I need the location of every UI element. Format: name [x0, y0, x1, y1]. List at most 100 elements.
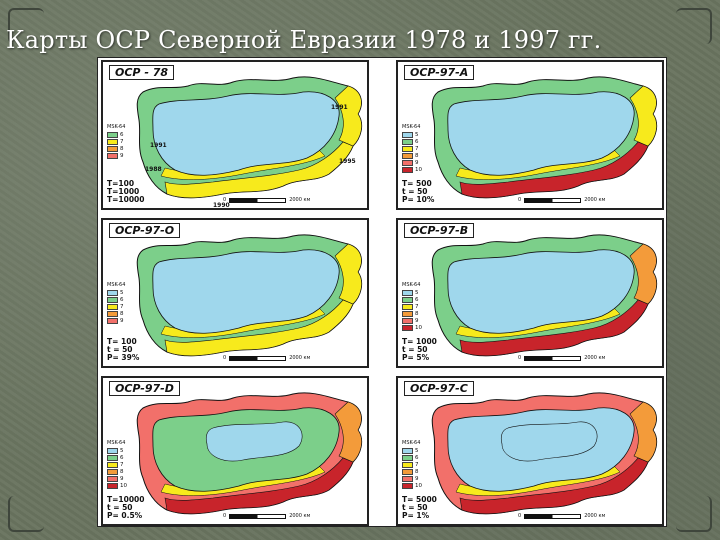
legend-swatch [402, 324, 413, 331]
legend-swatch [402, 166, 413, 173]
legend-row: 6 [402, 454, 428, 461]
legend-swatch [107, 131, 118, 138]
legend-row: 5 [107, 447, 133, 454]
legend-title: MSK-64 [402, 440, 421, 446]
legend-label: 6 [120, 131, 124, 138]
scale-bar: 0 2000 км [518, 355, 605, 361]
legend-row: 7 [402, 461, 428, 468]
legend-row: 5 [402, 289, 428, 296]
legend-label: 5 [415, 447, 419, 454]
legend-row: 10 [402, 324, 428, 331]
recurrence-params: T= 5000 t = 50 P= 1% [402, 496, 437, 520]
recurrence-params: T=100 T=1000 T=10000 [107, 180, 145, 204]
legend-label: 10 [415, 324, 422, 331]
legend-swatch [402, 482, 413, 489]
legend-row: 8 [107, 145, 133, 152]
intensity-legend: MSK-64 5 6 7 8 9 [107, 282, 133, 324]
legend-row: 6 [107, 131, 133, 138]
legend-swatch [107, 475, 118, 482]
legend-label: 8 [415, 152, 419, 159]
legend-swatch [107, 461, 118, 468]
earthquake-year-label: 1995 [339, 158, 356, 165]
recurrence-params: T= 100 t = 50 P= 39% [107, 338, 139, 362]
legend-swatch [107, 138, 118, 145]
legend-row: 8 [107, 468, 133, 475]
scale-bar: 0 2000 км [518, 513, 605, 519]
scale-bar: 0 2000 км [223, 513, 310, 519]
legend-swatch [107, 145, 118, 152]
legend-row: 6 [402, 138, 428, 145]
scale-bar: 0 2000 км [518, 197, 605, 203]
scale-graphic [229, 198, 287, 203]
legend-label: 5 [415, 131, 419, 138]
scale-end: 2000 км [289, 355, 311, 361]
legend-swatch [107, 468, 118, 475]
legend-row: 5 [402, 131, 428, 138]
legend-row: 8 [402, 310, 428, 317]
map-panel-ocp-97-a: OCP-97-A MSK-64 5 6 7 8 9 10 T= 500 t = 50 P= 10% 0… [396, 60, 664, 210]
scale-graphic [229, 514, 287, 519]
legend-label: 8 [120, 468, 124, 475]
param-line: T=100 [107, 179, 135, 188]
intensity-legend: MSK-64 5 6 7 8 9 10 [402, 124, 428, 173]
legend-swatch [402, 468, 413, 475]
seismic-zoning-map [136, 392, 363, 515]
legend-swatch [402, 152, 413, 159]
legend-label: 9 [120, 317, 124, 324]
map-panel-ocp-97-c: OCP-97-C MSK-64 5 6 7 8 9 10 T= 5000 t = 50 P= 1% 0… [396, 376, 664, 526]
scale-start: 0 [518, 355, 522, 361]
param-line: P= 39% [107, 353, 140, 362]
legend-label: 7 [415, 145, 419, 152]
scale-bar: 0 2000 км [223, 355, 310, 361]
legend-swatch [107, 289, 118, 296]
frame-corner [8, 8, 44, 44]
legend-label: 8 [120, 145, 124, 152]
frame-corner [676, 8, 712, 44]
legend-swatch [107, 310, 118, 317]
legend-label: 10 [415, 482, 422, 489]
legend-row: 5 [107, 289, 133, 296]
legend-label: 6 [415, 138, 419, 145]
legend-swatch [107, 454, 118, 461]
param-line: t = 50 [107, 345, 133, 354]
param-line: T= 100 [107, 337, 137, 346]
legend-swatch [402, 131, 413, 138]
intensity-legend: MSK-64 6 7 8 9 [107, 124, 133, 159]
intensity-legend: MSK-64 5 6 7 8 9 10 [402, 282, 428, 331]
legend-title: MSK-64 [107, 440, 126, 446]
slide-title: Карты ОСР Северной Евразии 1978 и 1997 г… [6, 26, 602, 54]
scale-end: 2000 км [584, 513, 606, 519]
earthquake-year-label: 1990 [213, 202, 230, 209]
legend-swatch [402, 447, 413, 454]
scale-bar: 0 2000 км [223, 197, 310, 203]
legend-label: 10 [415, 166, 422, 173]
param-line: t = 50 [402, 187, 428, 196]
legend-label: 8 [415, 468, 419, 475]
legend-swatch [402, 454, 413, 461]
legend-label: 8 [415, 310, 419, 317]
legend-row: 8 [402, 152, 428, 159]
legend-title: MSK-64 [402, 124, 421, 130]
legend-label: 9 [415, 475, 419, 482]
legend-label: 9 [415, 317, 419, 324]
scale-end: 2000 км [289, 513, 311, 519]
legend-label: 7 [120, 138, 124, 145]
scale-start: 0 [518, 197, 522, 203]
scale-graphic [524, 514, 582, 519]
map-panel-ocp-97-o: OCP-97-O MSK-64 5 6 7 8 9 T= 100 t = 50 P= 39% 0 20… [101, 218, 369, 368]
param-line: T= 5000 [402, 495, 437, 504]
legend-swatch [107, 482, 118, 489]
legend-label: 7 [120, 461, 124, 468]
param-line: T=1000 [107, 187, 140, 196]
scale-end: 2000 км [584, 355, 606, 361]
map-panel-ocp-78: OCP - 78 MSK-64 6 7 8 9 T=100 T=1000 T=10000 0 200… [101, 60, 369, 210]
seismic-zoning-map [431, 76, 658, 199]
param-line: P= 0.5% [107, 511, 143, 520]
map-title: OCP-97-B [404, 223, 475, 238]
legend-row: 9 [402, 475, 428, 482]
map-sheet: OCP - 78 MSK-64 6 7 8 9 T=100 T=1000 T=10000 0 200… [98, 58, 666, 526]
legend-swatch [402, 475, 413, 482]
map-title: OCP-97-O [109, 223, 181, 238]
legend-row: 6 [107, 296, 133, 303]
legend-row: 8 [107, 310, 133, 317]
